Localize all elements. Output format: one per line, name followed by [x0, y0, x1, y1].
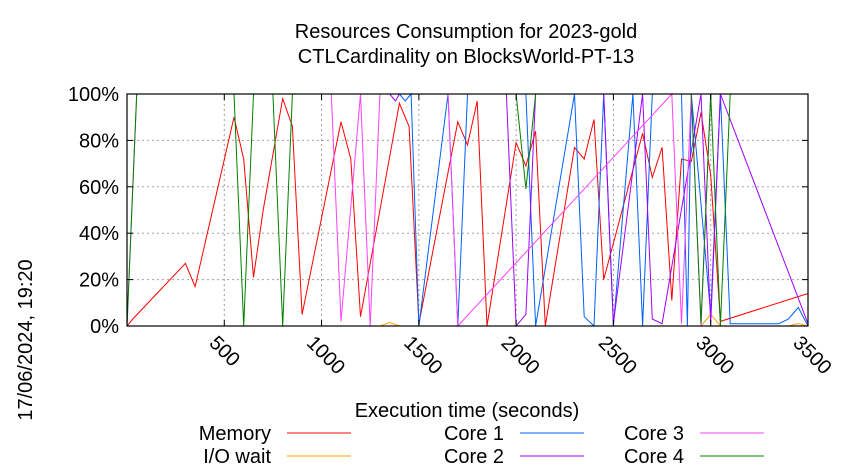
grid: [127, 94, 808, 326]
series-line-core-4: [126, 93, 808, 327]
y-tick-label: 20%: [79, 270, 119, 292]
legend-label-core-2: Core 2: [444, 446, 504, 468]
legend-label-core-1: Core 1: [444, 423, 504, 445]
x-tick-label: 1000: [302, 332, 349, 379]
y-tick-label: 100%: [68, 84, 119, 106]
x-tick-label: 3000: [691, 332, 738, 379]
chart-title: Resources Consumption for 2023-gold CTLC…: [295, 21, 637, 68]
series-line-i-o-wait: [127, 313, 809, 327]
y-tick-label: 0%: [90, 316, 119, 338]
x-tick-label: 2000: [497, 332, 544, 379]
series-line-memory: [126, 96, 809, 327]
chart-title-line-2: CTLCardinality on BlocksWorld-PT-13: [298, 46, 634, 68]
y-axis: 0% 20% 40% 60% 80% 100%: [68, 84, 808, 338]
x-tick-label: 3500: [788, 332, 835, 379]
x-tick-label: 500: [205, 332, 244, 371]
legend-label-core-4: Core 4: [624, 446, 684, 468]
chart-title-line-1: Resources Consumption for 2023-gold: [295, 21, 637, 43]
legend-label-i-o-wait: I/O wait: [203, 446, 271, 468]
x-tick-label: 2500: [594, 332, 641, 379]
y-tick-label: 60%: [79, 177, 119, 199]
plot-area: [126, 92, 809, 328]
plot-frame: [126, 93, 809, 327]
legend-label-memory: Memory: [199, 423, 271, 445]
y-tick-label: 80%: [79, 130, 119, 152]
timestamp: 17/06/2024, 19:20: [15, 259, 37, 420]
x-tick-label: 1500: [399, 332, 446, 379]
legend-label-core-3: Core 3: [624, 423, 684, 445]
y-tick-label: 40%: [79, 223, 119, 245]
x-axis-label: Execution time (seconds): [355, 400, 580, 422]
